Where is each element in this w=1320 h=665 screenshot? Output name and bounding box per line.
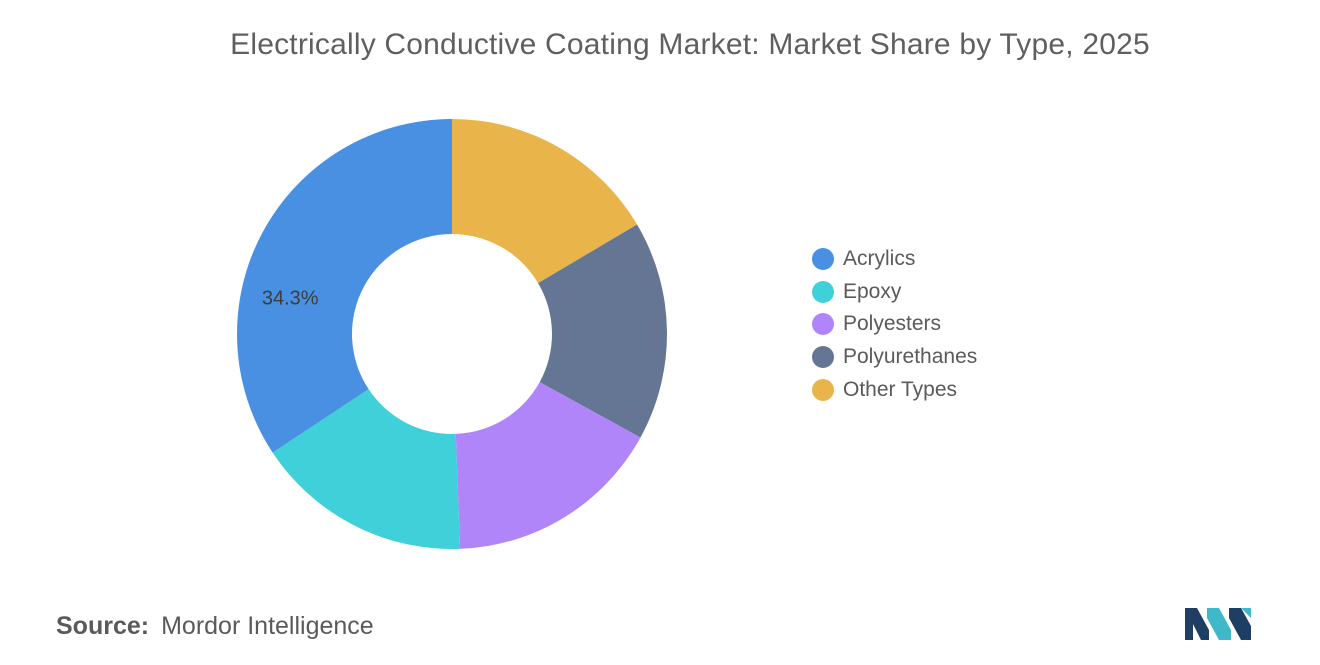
slice-polyesters[interactable] xyxy=(455,382,641,549)
slice-polyurethanes[interactable] xyxy=(538,224,667,438)
legend-item-acrylics[interactable]: Acrylics xyxy=(812,243,977,276)
donut-slices xyxy=(236,119,667,549)
legend-swatch-icon xyxy=(812,280,834,303)
slice-acrylics[interactable] xyxy=(236,119,452,453)
legend-swatch-icon xyxy=(812,346,834,369)
legend-swatch-icon xyxy=(812,378,834,401)
source-key: Source: xyxy=(56,612,150,640)
donut-data-labels: 34.3% xyxy=(262,287,319,309)
legend-item-polyurethanes[interactable]: Polyurethanes xyxy=(812,341,977,374)
mordor-intelligence-logo-icon xyxy=(1185,608,1251,640)
legend-item-other-types[interactable]: Other Types xyxy=(812,373,977,406)
legend-label: Acrylics xyxy=(843,247,916,271)
chart-title: Electrically Conductive Coating Market: … xyxy=(230,28,1150,61)
legend-label: Other Types xyxy=(843,377,958,401)
chart-legend: Acrylics Epoxy Polyesters Polyurethanes … xyxy=(812,243,977,406)
slice-epoxy[interactable] xyxy=(272,389,461,549)
legend-label: Polyesters xyxy=(843,312,942,336)
slice-other-types[interactable] xyxy=(452,119,638,284)
legend-item-polyesters[interactable]: Polyesters xyxy=(812,308,977,341)
legend-swatch-icon xyxy=(812,313,834,336)
data-label-acrylics: 34.3% xyxy=(262,287,319,309)
source-note: Source: Mordor Intelligence xyxy=(56,612,374,641)
legend-item-epoxy[interactable]: Epoxy xyxy=(812,276,977,309)
legend-label: Polyurethanes xyxy=(843,345,978,369)
source-value: Mordor Intelligence xyxy=(161,612,374,640)
legend-swatch-icon xyxy=(812,248,834,271)
legend-label: Epoxy xyxy=(843,279,902,303)
